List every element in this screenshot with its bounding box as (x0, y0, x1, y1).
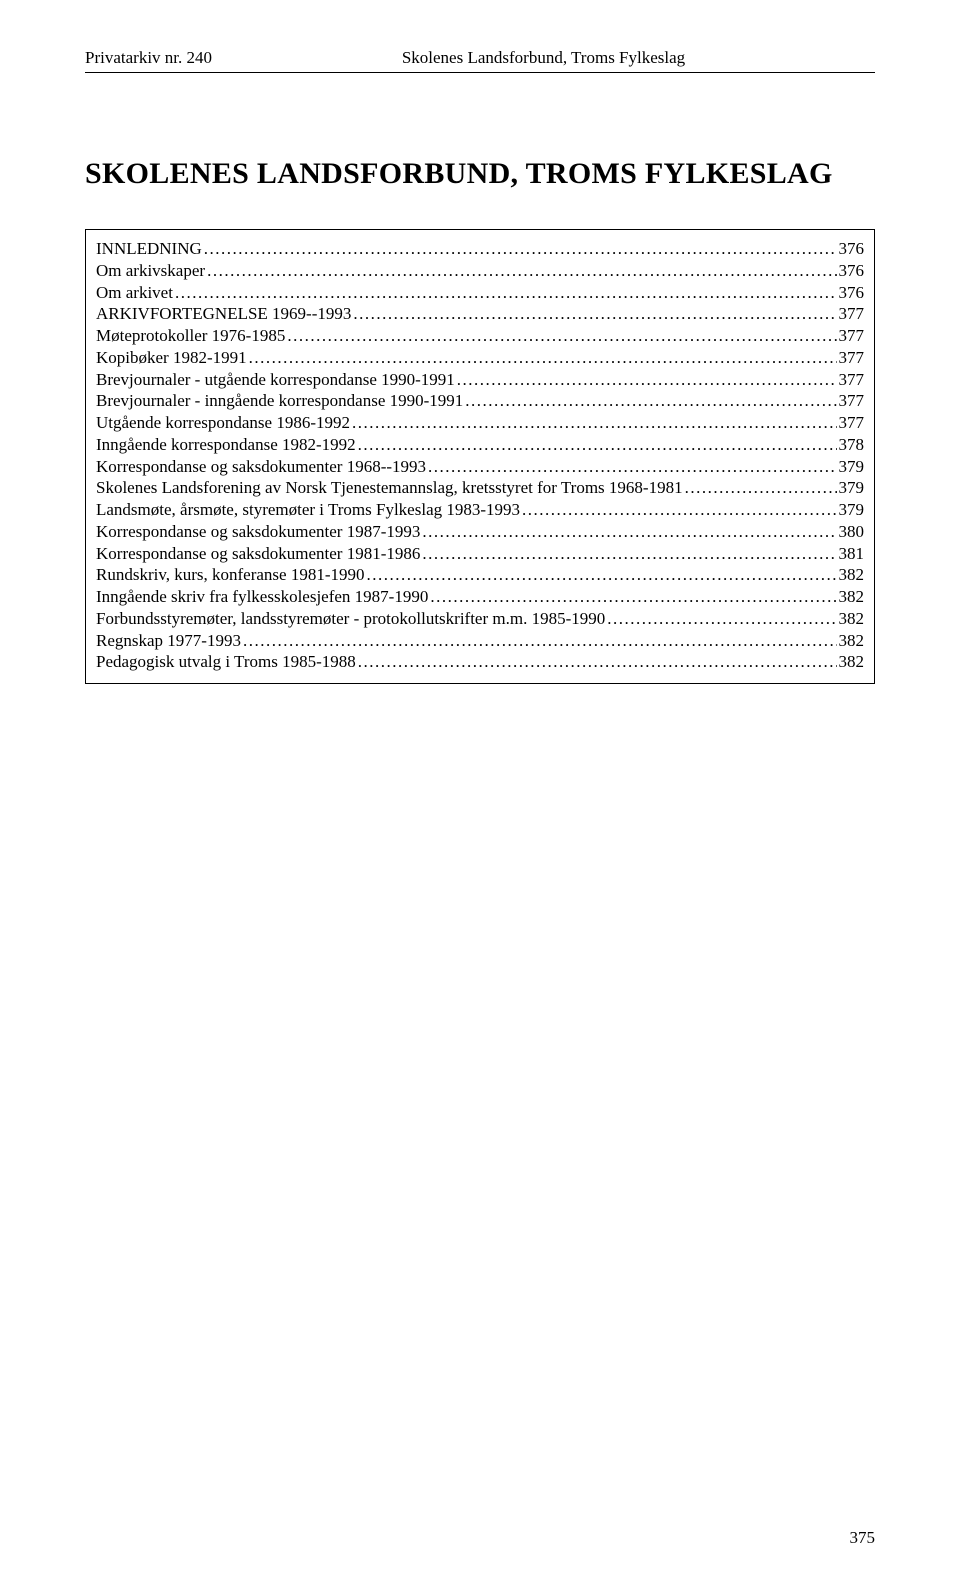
toc-leader-dots (358, 434, 837, 456)
toc-row: Møteprotokoller 1976-1985 377 (96, 325, 864, 347)
toc-leader-dots (367, 564, 837, 586)
toc-page: 376 (839, 260, 865, 282)
toc-label: Regnskap 1977-1993 (96, 630, 241, 652)
toc-leader-dots (287, 325, 836, 347)
toc-page: 377 (839, 390, 865, 412)
toc-page: 379 (839, 477, 865, 499)
toc-label: Utgående korrespondanse 1986-1992 (96, 412, 350, 434)
running-header: Privatarkiv nr. 240 Skolenes Landsforbun… (85, 48, 875, 68)
toc-page: 376 (839, 282, 865, 304)
toc-page: 382 (839, 586, 865, 608)
toc-row: Brevjournaler - utgående korrespondanse … (96, 369, 864, 391)
toc-leader-dots (685, 477, 837, 499)
toc-row: Om arkivet 376 (96, 282, 864, 304)
toc-row: Korrespondanse og saksdokumenter 1981-19… (96, 543, 864, 565)
toc-row: Kopibøker 1982-1991 377 (96, 347, 864, 369)
toc-label: INNLEDNING (96, 238, 202, 260)
toc-label: Om arkivskaper (96, 260, 205, 282)
toc-label: Korrespondanse og saksdokumenter 1981-19… (96, 543, 420, 565)
toc-leader-dots (243, 630, 837, 652)
header-left: Privatarkiv nr. 240 (85, 48, 212, 68)
toc-leader-dots (352, 412, 837, 434)
toc-label: Korrespondanse og saksdokumenter 1987-19… (96, 521, 420, 543)
toc-leader-dots (207, 260, 836, 282)
toc-label: Brevjournaler - utgående korrespondanse … (96, 369, 455, 391)
toc-page: 377 (839, 369, 865, 391)
toc-label: Landsmøte, årsmøte, styremøter i Troms F… (96, 499, 520, 521)
toc-leader-dots (249, 347, 837, 369)
toc-row: Pedagogisk utvalg i Troms 1985-1988 382 (96, 651, 864, 673)
toc-box: INNLEDNING 376Om arkivskaper 376Om arkiv… (85, 229, 875, 684)
toc-page: 377 (839, 325, 865, 347)
toc-row: Korrespondanse og saksdokumenter 1987-19… (96, 521, 864, 543)
toc-label: Brevjournaler - inngående korrespondanse… (96, 390, 463, 412)
toc-label: Rundskriv, kurs, konferanse 1981-1990 (96, 564, 365, 586)
toc-leader-dots (465, 390, 836, 412)
toc-label: Kopibøker 1982-1991 (96, 347, 247, 369)
toc-row: INNLEDNING 376 (96, 238, 864, 260)
toc-row: Inngående skriv fra fylkesskolesjefen 19… (96, 586, 864, 608)
toc-row: Brevjournaler - inngående korrespondanse… (96, 390, 864, 412)
toc-label: Inngående korrespondanse 1982-1992 (96, 434, 356, 456)
toc-leader-dots (358, 651, 837, 673)
toc-leader-dots (175, 282, 837, 304)
toc-page: 382 (839, 564, 865, 586)
toc-row: ARKIVFORTEGNELSE 1969--1993 377 (96, 303, 864, 325)
document-page: Privatarkiv nr. 240 Skolenes Landsforbun… (0, 0, 960, 1596)
toc-leader-dots (204, 238, 837, 260)
toc-leader-dots (522, 499, 836, 521)
toc-label: Pedagogisk utvalg i Troms 1985-1988 (96, 651, 356, 673)
toc-label: Inngående skriv fra fylkesskolesjefen 19… (96, 586, 428, 608)
toc-page: 377 (839, 303, 865, 325)
toc-page: 380 (839, 521, 865, 543)
toc-row: Skolenes Landsforening av Norsk Tjeneste… (96, 477, 864, 499)
header-rule (85, 72, 875, 73)
toc-row: Om arkivskaper 376 (96, 260, 864, 282)
toc-row: Rundskriv, kurs, konferanse 1981-1990 38… (96, 564, 864, 586)
toc-leader-dots (422, 521, 836, 543)
toc-leader-dots (353, 303, 836, 325)
toc-page: 376 (839, 238, 865, 260)
toc-label: Om arkivet (96, 282, 173, 304)
toc-page: 382 (839, 630, 865, 652)
toc-label: Korrespondanse og saksdokumenter 1968--1… (96, 456, 426, 478)
toc-leader-dots (607, 608, 836, 630)
toc-page: 377 (839, 412, 865, 434)
toc-row: Utgående korrespondanse 1986-1992 377 (96, 412, 864, 434)
toc-page: 377 (839, 347, 865, 369)
toc-page: 382 (839, 608, 865, 630)
toc-row: Korrespondanse og saksdokumenter 1968--1… (96, 456, 864, 478)
toc-leader-dots (430, 586, 836, 608)
toc-page: 379 (839, 499, 865, 521)
toc-page: 379 (839, 456, 865, 478)
toc-row: Regnskap 1977-1993 382 (96, 630, 864, 652)
toc-row: Forbundsstyremøter, landsstyremøter - pr… (96, 608, 864, 630)
toc-page: 378 (839, 434, 865, 456)
toc-row: Landsmøte, årsmøte, styremøter i Troms F… (96, 499, 864, 521)
toc-leader-dots (428, 456, 836, 478)
toc-leader-dots (422, 543, 836, 565)
toc-label: Forbundsstyremøter, landsstyremøter - pr… (96, 608, 605, 630)
toc-page: 382 (839, 651, 865, 673)
header-right: Skolenes Landsforbund, Troms Fylkeslag (212, 48, 875, 68)
toc-page: 381 (839, 543, 865, 565)
toc-row: Inngående korrespondanse 1982-1992 378 (96, 434, 864, 456)
toc-leader-dots (457, 369, 837, 391)
toc-label: Skolenes Landsforening av Norsk Tjeneste… (96, 477, 683, 499)
page-title: SKOLENES LANDSFORBUND, TROMS FYLKESLAG (85, 157, 875, 191)
toc-label: ARKIVFORTEGNELSE 1969--1993 (96, 303, 351, 325)
toc-label: Møteprotokoller 1976-1985 (96, 325, 285, 347)
page-number: 375 (850, 1528, 876, 1548)
